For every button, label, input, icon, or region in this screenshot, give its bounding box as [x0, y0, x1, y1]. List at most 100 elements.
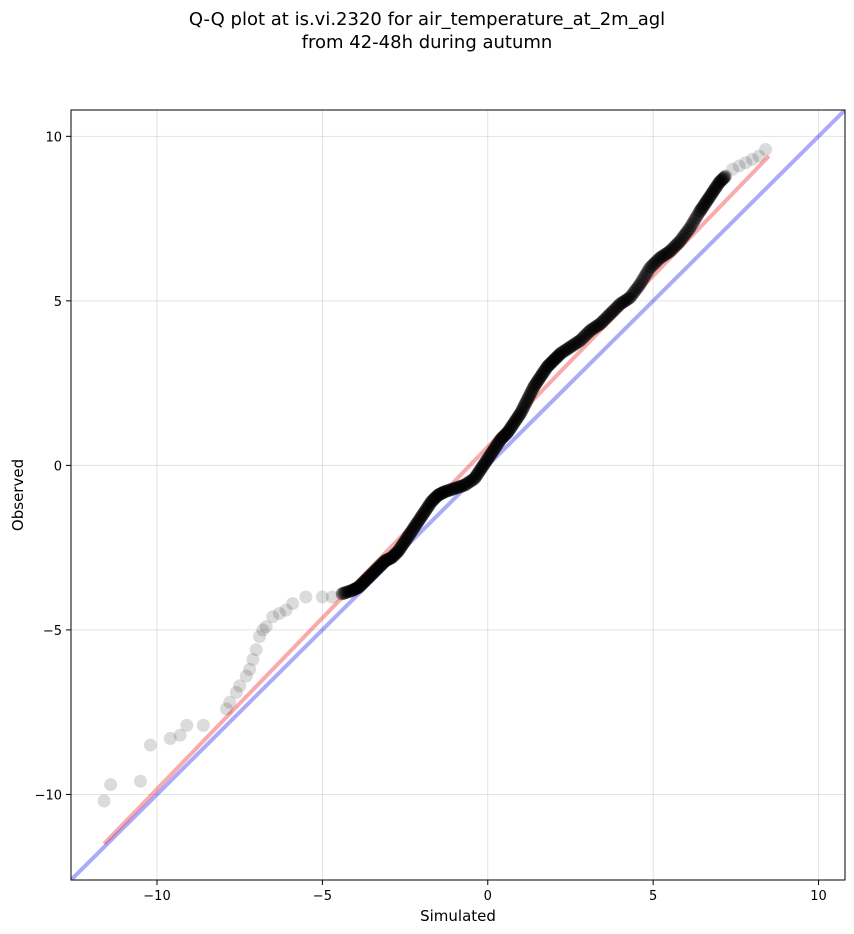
qq-point: [253, 629, 267, 643]
qq-point: [653, 251, 667, 265]
y-tick-label: 5: [54, 295, 62, 310]
qq-point: [707, 184, 721, 198]
qq-point: [645, 259, 658, 273]
qq-point: [508, 414, 522, 428]
qq-point: [299, 590, 313, 604]
qq-point: [582, 325, 596, 339]
axis-ticks: −10 −5 0 5 10 −10 −5 0 5 10: [35, 130, 827, 904]
qq-point: [649, 254, 663, 268]
qq-point: [409, 518, 423, 532]
qq-point: [391, 544, 405, 558]
qq-point: [355, 577, 369, 591]
qq-point: [697, 198, 711, 212]
qq-point: [431, 488, 445, 502]
qq-point: [406, 523, 420, 537]
qq-point: [577, 330, 591, 344]
qq-point: [279, 603, 293, 617]
qq-point: [683, 221, 697, 235]
qq-point: [626, 286, 640, 300]
qq-point: [600, 310, 614, 324]
qq-point: [493, 434, 507, 448]
qq-point: [536, 366, 550, 380]
plot-frame: [70, 109, 846, 881]
qq-point: [501, 425, 515, 439]
qq-point: [163, 732, 177, 746]
qq-point: [367, 565, 381, 579]
grid: [71, 110, 845, 880]
qq-point: [388, 547, 402, 561]
qq-point: [694, 203, 708, 217]
qq-point: [640, 266, 654, 280]
qq-point: [590, 319, 604, 333]
qq-point: [512, 409, 526, 423]
qq-point: [473, 463, 487, 477]
qq-point: [325, 590, 339, 604]
qq-point: [534, 370, 548, 384]
qq-point: [603, 307, 617, 321]
qq-point: [575, 332, 589, 346]
qq-point: [446, 482, 460, 496]
y-tick-label: −5: [43, 624, 62, 639]
qq-point: [502, 424, 516, 438]
qq-point: [441, 484, 455, 498]
qq-point: [610, 300, 624, 314]
qq-point: [454, 479, 468, 493]
qq-point: [548, 352, 562, 366]
qq-point: [451, 480, 465, 494]
qq-point: [684, 219, 698, 233]
qq-point: [713, 174, 727, 188]
qq-point: [666, 241, 680, 255]
qq-point: [646, 258, 660, 272]
qq-point: [411, 514, 425, 528]
qq-point: [503, 422, 517, 436]
qq-point: [414, 511, 428, 525]
qq-point: [598, 312, 612, 326]
qq-point: [543, 357, 557, 371]
qq-point: [549, 351, 563, 365]
qq-point: [407, 521, 421, 535]
qq-point: [408, 519, 422, 533]
qq-point: [397, 536, 411, 550]
qq-point: [421, 500, 435, 514]
qq-point: [443, 483, 457, 497]
qq-point: [432, 487, 446, 501]
qq-point: [539, 361, 553, 375]
x-tick-label: 5: [649, 889, 657, 904]
qq-point: [562, 341, 576, 355]
qq-point: [656, 249, 670, 263]
qq-point: [401, 529, 415, 543]
qq-point: [527, 379, 541, 393]
qq-point: [573, 333, 587, 347]
qq-point: [669, 238, 683, 252]
qq-point: [143, 738, 157, 752]
qq-point: [417, 506, 431, 520]
qq-point: [368, 564, 382, 578]
qq-point: [359, 572, 373, 586]
qq-point: [340, 585, 354, 599]
qq-point: [526, 382, 540, 396]
lines-layer: [71, 110, 845, 880]
qq-point: [469, 470, 483, 484]
qq-point: [678, 228, 692, 242]
qq-point: [479, 455, 493, 469]
qq-point: [606, 304, 620, 318]
qq-point: [433, 487, 447, 501]
qq-point: [482, 450, 496, 464]
qq-point: [516, 401, 530, 415]
qq-point: [484, 447, 498, 461]
qq-point: [500, 427, 514, 441]
chart-title-line-2: from 42-48h during autumn: [301, 32, 553, 53]
qq-point: [565, 339, 579, 353]
qq-point: [718, 170, 732, 184]
y-tick-label: 0: [54, 459, 62, 474]
qq-point: [692, 205, 706, 219]
qq-point: [352, 580, 366, 594]
qq-point: [641, 264, 655, 278]
qq-point: [398, 534, 412, 548]
qq-point: [698, 197, 712, 211]
qq-point: [393, 542, 407, 556]
qq-point: [588, 320, 602, 334]
qq-point: [372, 560, 386, 574]
qq-point: [475, 460, 489, 474]
qq-point: [366, 566, 380, 580]
